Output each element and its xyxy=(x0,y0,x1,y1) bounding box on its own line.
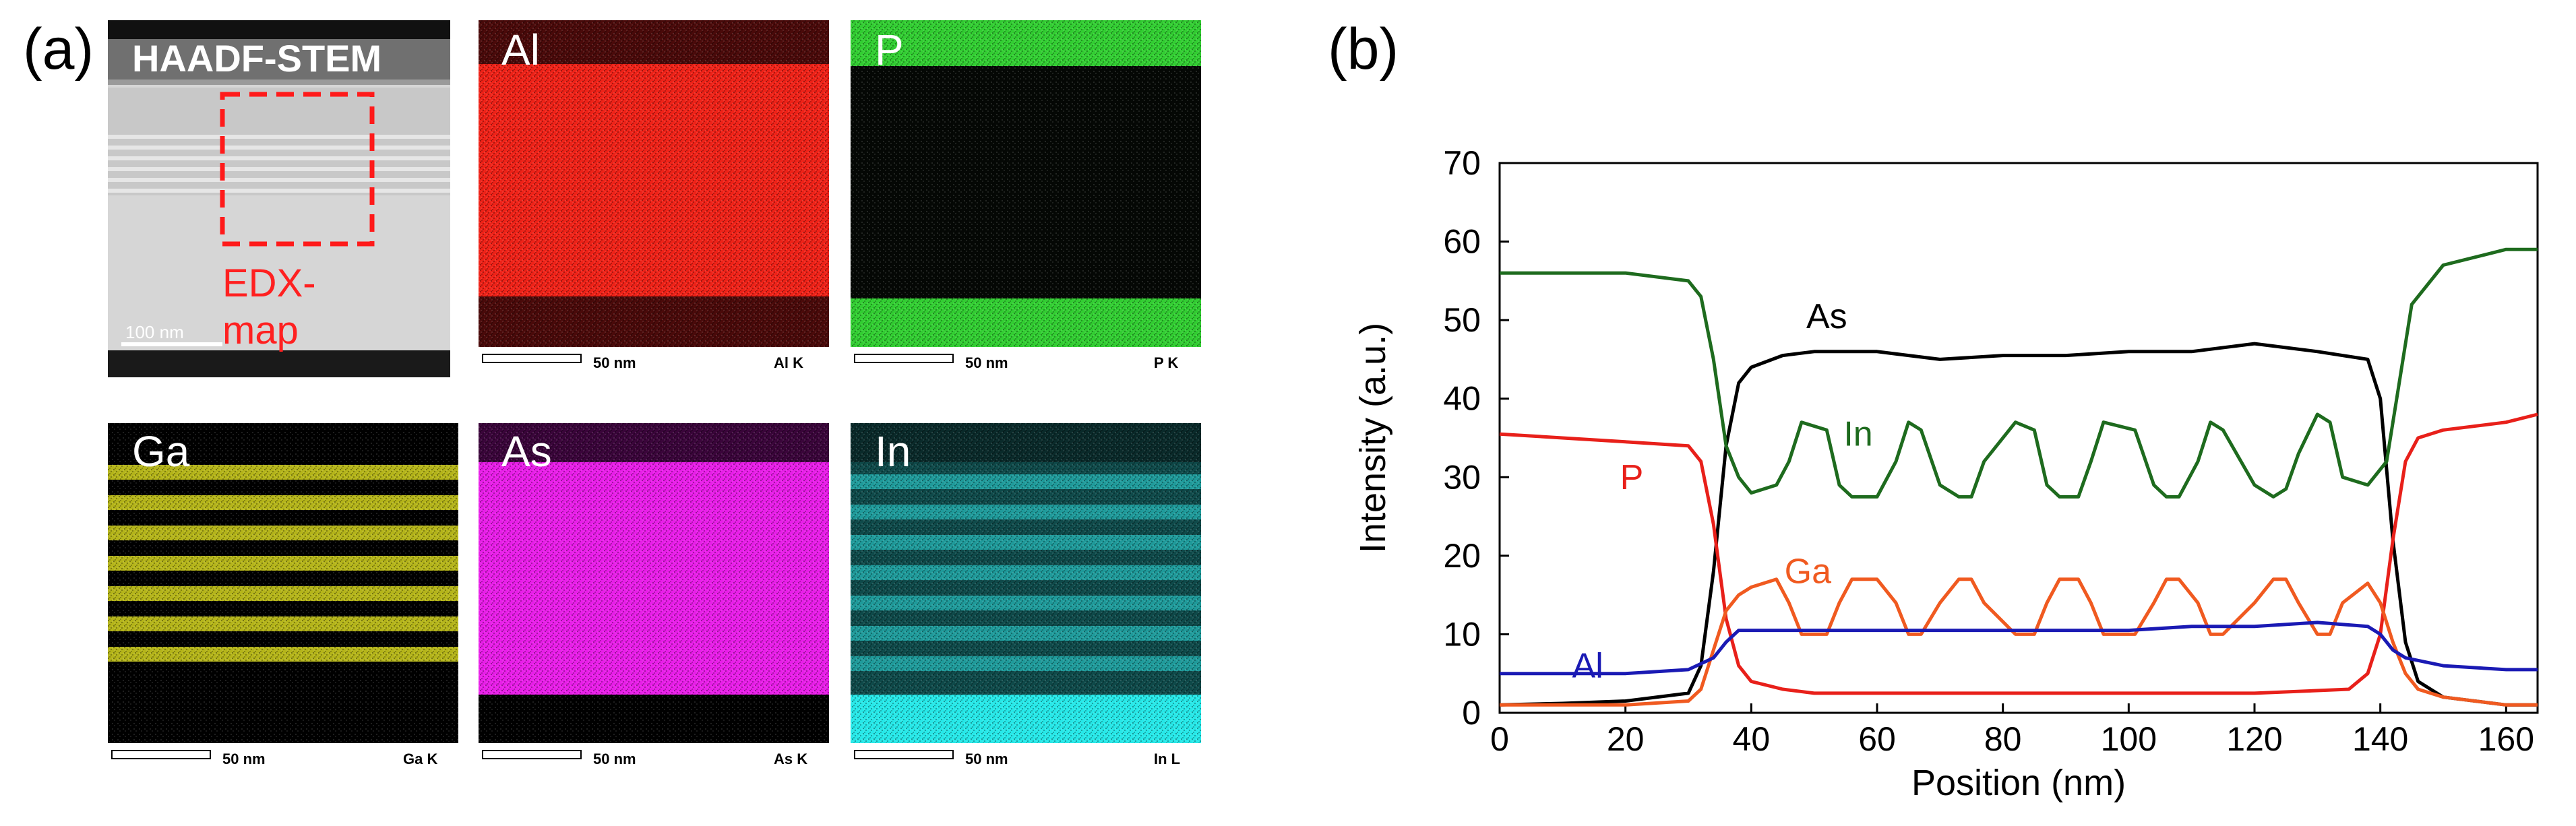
x-tick-label: 0 xyxy=(1490,720,1509,758)
panel-a-letter: (a) xyxy=(23,17,94,82)
p-scalebar-text: 50 nm xyxy=(965,354,1008,371)
x-tick-label: 140 xyxy=(2352,720,2408,758)
y-tick-label: 30 xyxy=(1443,458,1481,496)
series-label-as: As xyxy=(1806,297,1847,336)
x-tick-label: 120 xyxy=(2226,720,2282,758)
al-scalebar-text: 50 nm xyxy=(593,354,636,371)
series-lines xyxy=(1499,247,2538,707)
as-scalebar-text: 50 nm xyxy=(593,751,636,767)
in-map-tile: 50 nm In L In xyxy=(851,423,1201,773)
series-label-al: Al xyxy=(1572,647,1603,686)
panel-b-letter: (b) xyxy=(1328,17,1399,82)
edx-region-box xyxy=(220,92,375,247)
haadf-scalebar-text: 100 nm xyxy=(125,322,184,342)
series-line-p xyxy=(1499,412,2538,695)
as-channel-text: As K xyxy=(774,751,807,767)
x-tick-label: 20 xyxy=(1607,720,1645,758)
haadf-superlattice xyxy=(108,88,450,195)
as-label: As xyxy=(501,427,552,476)
x-tick-label: 80 xyxy=(1984,720,2022,758)
x-axis-title: Position (nm) xyxy=(1911,763,2126,803)
p-label: P xyxy=(875,26,904,74)
series-line-al xyxy=(1500,621,2538,676)
al-channel-text: Al K xyxy=(774,354,803,371)
y-tick-label: 10 xyxy=(1443,615,1481,653)
series-line-as xyxy=(1499,342,2538,707)
edx-label-line2: map xyxy=(222,309,299,352)
as-map-tile: 50 nm As K As xyxy=(479,423,829,773)
series-label-in: In xyxy=(1843,415,1872,454)
ga-channel-text: Ga K xyxy=(403,751,437,767)
p-channel-text: P K xyxy=(1154,354,1178,371)
y-tick-label: 20 xyxy=(1443,537,1481,575)
plot-frame xyxy=(1498,162,2539,714)
series-line-ga xyxy=(1500,577,2538,707)
ga-map-tile: 50 nm Ga K Ga xyxy=(108,423,458,773)
ga-label: Ga xyxy=(132,427,190,476)
series-label-p: P xyxy=(1620,458,1644,497)
al-map-tile: 50 nm Al K Al xyxy=(479,20,829,377)
intensity-line-chart: 0 20 40 60 80 100 120 140 160 0 10 20 30 40 50 60 70 As I… xyxy=(1353,144,2539,803)
series-line-in xyxy=(1500,247,2538,499)
edx-label-line1: EDX- xyxy=(222,261,316,305)
x-tick-label: 40 xyxy=(1733,720,1771,758)
y-axis-title: Intensity (a.u.) xyxy=(1353,323,1393,553)
y-tick-label: 0 xyxy=(1462,694,1481,732)
haadf-label: HAADF-STEM xyxy=(132,37,381,80)
al-label: Al xyxy=(501,26,540,74)
haadf-tile: 100 nm HAADF-STEM EDX- map xyxy=(108,20,450,377)
y-tick-label: 60 xyxy=(1443,223,1481,261)
ga-scalebar-text: 50 nm xyxy=(222,751,266,767)
series-labels: As In P Ga Al xyxy=(1572,297,1873,686)
in-scalebar-text: 50 nm xyxy=(965,751,1008,767)
in-channel-text: In L xyxy=(1154,751,1180,767)
y-tick-label: 50 xyxy=(1443,301,1481,339)
x-tick-label: 160 xyxy=(2478,720,2534,758)
series-label-ga: Ga xyxy=(1785,552,1831,592)
x-tick-label: 60 xyxy=(1858,720,1896,758)
x-tick-label: 100 xyxy=(2101,720,2157,758)
y-tick-label: 40 xyxy=(1443,380,1481,418)
y-tick-label: 70 xyxy=(1443,144,1481,182)
in-label: In xyxy=(875,427,911,476)
p-map-tile: 50 nm P K P xyxy=(851,20,1201,377)
axis-ticks: 0 20 40 60 80 100 120 140 160 0 10 20 30 40 50 60 70 xyxy=(1443,144,2534,758)
